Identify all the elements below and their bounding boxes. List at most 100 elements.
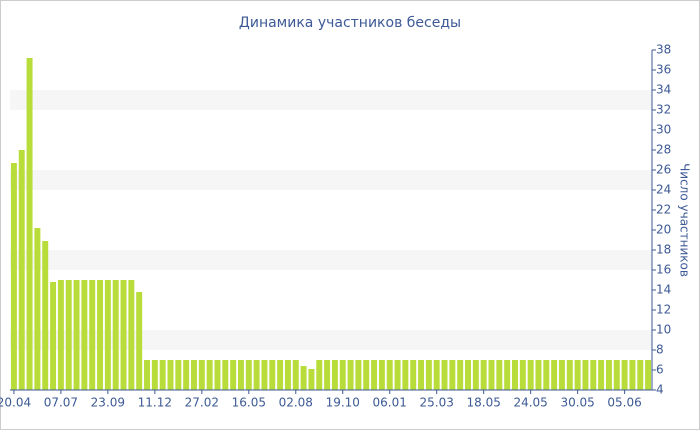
bar [378, 360, 385, 390]
bar [198, 360, 205, 390]
x-tick-label: 02.08 [279, 396, 313, 410]
bar [159, 360, 166, 390]
x-tick-label: 16.05 [232, 396, 266, 410]
bar [10, 163, 17, 390]
y-tick-label: 8 [656, 343, 664, 357]
bar [26, 58, 33, 390]
bar [214, 360, 221, 390]
bar [527, 360, 534, 390]
bar [605, 360, 612, 390]
bar [394, 360, 401, 390]
bar [441, 360, 448, 390]
y-tick-label: 12 [656, 303, 671, 317]
grid-band [10, 130, 652, 150]
bar [645, 360, 652, 390]
bar [230, 360, 237, 390]
x-tick-label: 23.09 [91, 396, 125, 410]
x-tick-label: 25.03 [420, 396, 454, 410]
y-tick-label: 34 [656, 83, 671, 97]
y-axis-label: Число участников [678, 163, 692, 277]
bar [371, 360, 378, 390]
x-tick-label: 05.06 [607, 396, 641, 410]
y-tick-label: 28 [656, 143, 671, 157]
bar [355, 360, 362, 390]
bar [543, 360, 550, 390]
x-tick-label: 18.05 [466, 396, 500, 410]
y-tick-label: 30 [656, 123, 671, 137]
bar [316, 360, 323, 390]
bar [402, 360, 409, 390]
bar [558, 360, 565, 390]
y-tick-label: 4 [656, 383, 664, 397]
bar [347, 360, 354, 390]
bar [339, 360, 346, 390]
y-tick-label: 20 [656, 223, 671, 237]
y-tick-label: 26 [656, 163, 671, 177]
bar [284, 360, 291, 390]
x-tick-label: 07.07 [44, 396, 78, 410]
y-tick-label: 22 [656, 203, 671, 217]
grid-band [10, 290, 652, 310]
bar [582, 360, 589, 390]
bar [128, 280, 135, 390]
bar [449, 360, 456, 390]
bar [472, 360, 479, 390]
bar [574, 360, 581, 390]
y-tick-label: 36 [656, 63, 671, 77]
grid-band [10, 50, 652, 70]
bar [590, 360, 597, 390]
bar [50, 282, 57, 390]
bar [613, 360, 620, 390]
bar [206, 360, 213, 390]
bar [386, 360, 393, 390]
bar [418, 360, 425, 390]
bar [136, 292, 143, 390]
bar [89, 280, 96, 390]
grid-band [10, 90, 652, 110]
bar [621, 360, 628, 390]
grid-band [10, 250, 652, 270]
bar [34, 228, 41, 390]
bar [253, 360, 260, 390]
x-tick-label: 27.02 [185, 396, 219, 410]
bar [480, 360, 487, 390]
bar [269, 360, 276, 390]
bar [237, 360, 244, 390]
x-tick-label: 30.05 [560, 396, 594, 410]
y-tick-label: 14 [656, 283, 671, 297]
y-tick-label: 6 [656, 363, 664, 377]
x-tick-label: 24.05 [513, 396, 547, 410]
bar [183, 360, 190, 390]
bar [57, 280, 64, 390]
x-tick-label: 11.12 [138, 396, 172, 410]
y-tick-label: 32 [656, 103, 671, 117]
grid-band [10, 170, 652, 190]
bar [433, 360, 440, 390]
bar [42, 241, 49, 390]
bar [18, 150, 25, 390]
bar [65, 280, 72, 390]
bar [363, 360, 370, 390]
bar [292, 360, 299, 390]
x-tick-label: 20.04 [0, 396, 31, 410]
bar [175, 360, 182, 390]
y-tick-label: 10 [656, 323, 671, 337]
bar [637, 360, 644, 390]
y-tick-label: 16 [656, 263, 671, 277]
bar [425, 360, 432, 390]
x-tick-label: 19.10 [326, 396, 360, 410]
bar [81, 280, 88, 390]
bar [104, 280, 111, 390]
bar [151, 360, 158, 390]
bar [535, 360, 542, 390]
bar [457, 360, 464, 390]
x-tick-label: 06.01 [373, 396, 407, 410]
bar [261, 360, 268, 390]
y-tick-label: 38 [656, 43, 671, 57]
bar [331, 360, 338, 390]
grid-band [10, 210, 652, 230]
bar [97, 280, 104, 390]
bar [324, 360, 331, 390]
bar [629, 360, 636, 390]
